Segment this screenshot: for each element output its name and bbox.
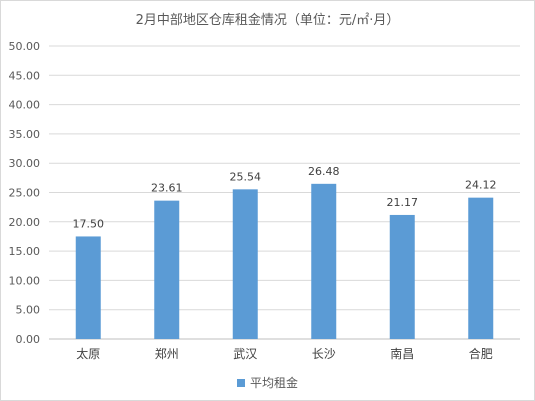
data-label: 17.50 xyxy=(73,217,105,230)
y-tick-label: 5.00 xyxy=(16,304,41,317)
bar xyxy=(154,200,180,339)
data-label: 24.12 xyxy=(465,179,497,192)
x-tick-label: 郑州 xyxy=(155,346,179,361)
bar xyxy=(389,214,415,339)
y-tick-label: 25.00 xyxy=(9,187,41,200)
y-tick-label: 35.00 xyxy=(9,128,41,141)
y-tick-label: 30.00 xyxy=(9,157,41,170)
legend-label: 平均租金 xyxy=(249,376,298,390)
data-label: 25.54 xyxy=(230,170,262,183)
x-tick-label: 太原 xyxy=(76,346,100,361)
y-tick-label: 45.00 xyxy=(9,69,41,82)
chart-legend: 平均租金 xyxy=(1,374,534,391)
x-tick-label: 武汉 xyxy=(233,347,257,361)
y-tick-label: 50.00 xyxy=(9,40,41,53)
y-tick-label: 0.00 xyxy=(16,333,41,346)
bar xyxy=(75,236,101,339)
y-tick-label: 20.00 xyxy=(9,216,41,229)
chart-title: 2月中部地区仓库租金情况（单位：元/㎡·月） xyxy=(135,13,400,28)
y-tick-label: 15.00 xyxy=(9,245,41,258)
legend-swatch xyxy=(236,378,245,387)
y-tick-label: 10.00 xyxy=(9,274,41,287)
data-label: 26.48 xyxy=(308,165,340,178)
bar xyxy=(232,189,258,339)
x-tick-label: 合肥 xyxy=(469,346,493,361)
x-tick-label: 长沙 xyxy=(312,347,336,361)
bar xyxy=(468,197,494,339)
data-label: 23.61 xyxy=(151,182,183,195)
data-label: 21.17 xyxy=(387,196,419,209)
bar xyxy=(311,183,337,339)
y-tick-label: 40.00 xyxy=(9,99,41,112)
x-tick-label: 南昌 xyxy=(390,346,414,361)
